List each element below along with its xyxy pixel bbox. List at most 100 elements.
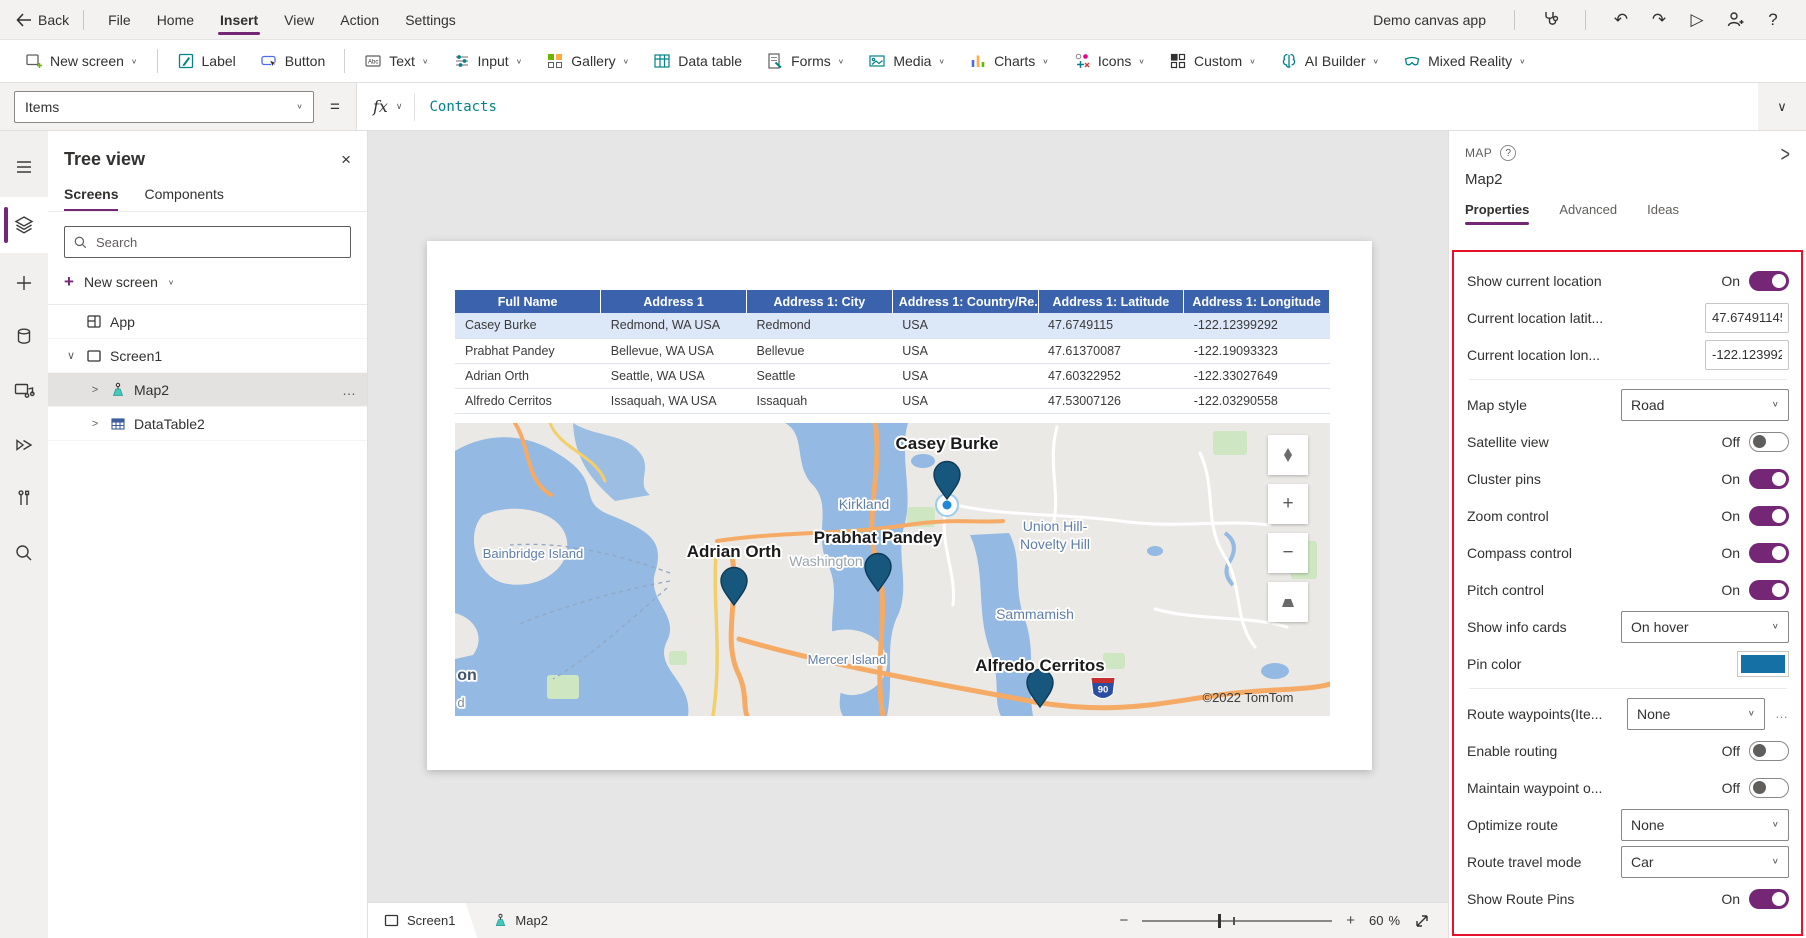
prop-satellite-view: Satellite view Off — [1467, 423, 1789, 460]
toggle-enable-routing[interactable] — [1749, 740, 1789, 761]
tab-advanced[interactable]: Advanced — [1559, 202, 1618, 217]
more-options-icon[interactable]: … — [342, 381, 357, 398]
back-button[interactable]: Back — [16, 12, 69, 28]
close-icon[interactable]: × — [341, 149, 351, 169]
breadcrumb-screen1[interactable]: Screen1 — [368, 903, 477, 938]
ribbon-forms[interactable]: Forms ∨ — [755, 46, 855, 76]
table-row[interactable]: Alfredo Cerritos Issaquah, WA USA Issaquah… — [455, 388, 1330, 414]
rail-data-button[interactable] — [0, 313, 48, 361]
help-icon[interactable]: ? — [1500, 145, 1517, 161]
map-control[interactable]: Washington Kirkland Union Hill- Novelty … — [455, 423, 1330, 716]
map-pin[interactable] — [933, 460, 961, 501]
collapse-panel-icon[interactable]: > — [1780, 143, 1790, 168]
fx-button[interactable]: fx — [372, 97, 388, 116]
fullscreen-icon[interactable] — [1414, 913, 1430, 929]
table-row[interactable]: Adrian Orth Seattle, WA USA Seattle USA 47.6… — [455, 363, 1330, 389]
table-row[interactable]: Casey Burke Redmond, WA USA Redmond USA 47.6… — [455, 313, 1330, 339]
menu-file[interactable]: File — [108, 11, 131, 28]
ribbon-mixed-reality[interactable]: Mixed Reality ∨ — [1392, 46, 1537, 76]
tree-item-datatable2[interactable]: > DataTable2 — [48, 407, 367, 441]
datatable-control[interactable]: Full Name Address 1 Address 1: City Addr… — [455, 290, 1330, 414]
toggle-pitch-control[interactable] — [1749, 579, 1789, 600]
route-travel-mode-dropdown[interactable]: Car ∨ — [1621, 845, 1789, 878]
rail-advanced-tools-button[interactable] — [0, 475, 48, 523]
toggle-maintain-waypoint-order[interactable] — [1749, 777, 1789, 798]
ribbon-label-text: Icons — [1097, 53, 1132, 69]
ribbon-text[interactable]: Abc Text ∨ — [353, 46, 439, 76]
breadcrumb-map2[interactable]: Map2 — [493, 913, 548, 928]
menu-insert[interactable]: Insert — [210, 2, 268, 38]
ribbon-media[interactable]: Media ∨ — [857, 46, 956, 76]
rail-insert-button[interactable] — [0, 259, 48, 307]
map-pin[interactable] — [720, 566, 748, 607]
rail-media-button[interactable] — [0, 367, 48, 415]
more-options-icon[interactable]: … — [1775, 706, 1789, 721]
toggle-zoom-control[interactable] — [1749, 505, 1789, 526]
ribbon-button[interactable]: Button — [249, 46, 336, 76]
tree-item-app[interactable]: App — [48, 305, 367, 339]
ribbon-gallery[interactable]: Gallery ∨ — [535, 46, 640, 76]
tree-search-box[interactable] — [64, 226, 351, 258]
map-zoom-in-button[interactable]: + — [1268, 484, 1308, 524]
route-waypoints-dropdown[interactable]: None ∨ — [1627, 697, 1765, 730]
menu-settings[interactable]: Settings — [405, 11, 456, 28]
ribbon-charts[interactable]: Charts ∨ — [958, 46, 1060, 76]
new-screen-button[interactable]: + New screen ∨ — [48, 262, 367, 305]
longitude-input[interactable] — [1705, 339, 1789, 370]
ribbon-new-screen[interactable]: New screen ∨ — [14, 46, 149, 76]
toggle-cluster-pins[interactable] — [1749, 468, 1789, 489]
menu-home[interactable]: Home — [156, 11, 195, 28]
ribbon-label[interactable]: Label — [166, 46, 247, 76]
map-compass-button[interactable] — [1268, 435, 1308, 475]
toggle-show-route-pins[interactable] — [1749, 888, 1789, 909]
redo-button[interactable]: ↷ — [1651, 9, 1667, 29]
ribbon-icons[interactable]: Icons ∨ — [1062, 46, 1156, 76]
ribbon-ai-builder[interactable]: AI Builder ∨ — [1269, 46, 1390, 76]
map-pin[interactable] — [1026, 668, 1054, 709]
property-selector[interactable]: Items ∨ — [14, 90, 314, 123]
pin-color-swatch[interactable] — [1737, 650, 1789, 677]
tree-item-map2[interactable]: > Map2 … — [48, 373, 367, 407]
compass-needle-icon — [1284, 448, 1292, 462]
app-screen-artboard[interactable]: Full Name Address 1 Address 1: City Addr… — [427, 241, 1372, 770]
menu-view[interactable]: View — [284, 11, 315, 28]
search-input[interactable] — [96, 234, 342, 250]
tab-properties[interactable]: Properties — [1465, 202, 1530, 225]
formula-bar-expand-button[interactable]: ∨ — [1758, 83, 1806, 130]
latitude-input[interactable] — [1705, 302, 1789, 333]
help-button[interactable]: ? — [1768, 9, 1778, 29]
menu-action[interactable]: Action — [340, 11, 380, 28]
toggle-show-current-location[interactable] — [1749, 270, 1789, 291]
toggle-compass-control[interactable] — [1749, 542, 1789, 563]
zoom-slider[interactable] — [1142, 913, 1333, 928]
share-button[interactable] — [1718, 5, 1752, 35]
table-row[interactable]: Prabhat Pandey Bellevue, WA USA Bellevue US… — [455, 338, 1330, 364]
rail-search-button[interactable] — [0, 529, 48, 577]
map-style-dropdown[interactable]: Road ∨ — [1621, 388, 1789, 421]
rail-power-automate-button[interactable] — [0, 421, 48, 469]
rail-tree-view-button[interactable] — [0, 197, 48, 253]
tab-ideas[interactable]: Ideas — [1647, 202, 1679, 217]
tools-icon — [18, 490, 30, 505]
zoom-slider-handle[interactable] — [1218, 913, 1222, 928]
ribbon-input[interactable]: Input ∨ — [442, 46, 534, 76]
map-pitch-button[interactable] — [1268, 582, 1308, 622]
tree-item-screen1[interactable]: ∨ Screen1 — [48, 339, 367, 373]
zoom-out-button[interactable]: − — [1119, 912, 1129, 929]
formula-text[interactable]: Contacts — [429, 98, 497, 115]
undo-button[interactable]: ↶ — [1613, 9, 1629, 29]
map-zoom-out-button[interactable]: − — [1268, 533, 1308, 573]
app-checker-button[interactable] — [1533, 5, 1567, 35]
toggle-satellite-view[interactable] — [1749, 431, 1789, 452]
tab-screens[interactable]: Screens — [64, 186, 119, 211]
optimize-route-dropdown[interactable]: None ∨ — [1621, 808, 1789, 841]
show-info-cards-dropdown[interactable]: On hover ∨ — [1621, 610, 1789, 643]
zoom-in-button[interactable]: + — [1346, 912, 1355, 929]
map-pin[interactable] — [864, 552, 892, 593]
play-button[interactable]: ▷ — [1690, 9, 1704, 29]
ribbon-custom[interactable]: Custom ∨ — [1158, 46, 1267, 76]
ribbon-data-table[interactable]: Data table — [642, 46, 753, 76]
tree-item-label: App — [110, 313, 135, 330]
hamburger-menu-button[interactable] — [0, 143, 48, 191]
tab-components[interactable]: Components — [144, 186, 224, 202]
